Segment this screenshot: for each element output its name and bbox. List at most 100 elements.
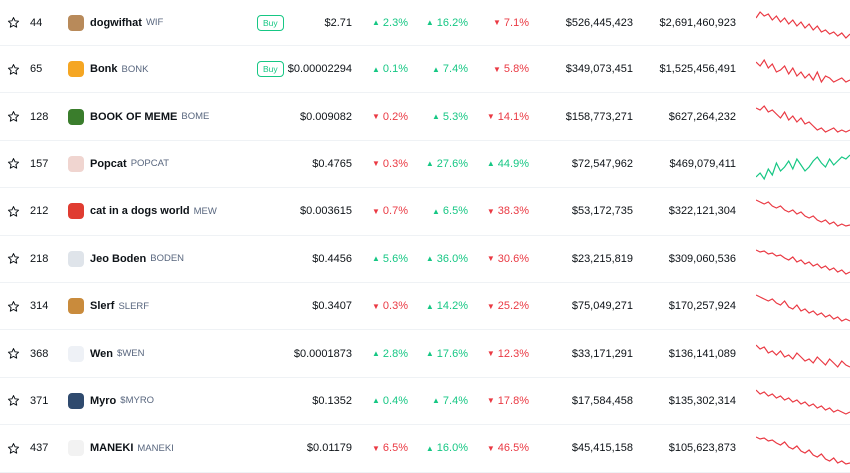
market-cap: $526,445,423 bbox=[565, 16, 633, 29]
table-row[interactable]: 218 Jeo Boden BODEN $0.4456 ▲ 5.6% ▲ 36.0%… bbox=[0, 236, 850, 283]
change-24h: ▲ 27.6% bbox=[425, 157, 468, 170]
sparkline-chart bbox=[756, 294, 850, 322]
table-row[interactable]: 314 Slerf SLERF $0.3407 ▼ 0.3% ▲ 14.2% ▼ 25… bbox=[0, 283, 850, 331]
volume-24h: $627,264,232 bbox=[668, 110, 736, 123]
watchlist-star-button[interactable] bbox=[5, 236, 21, 282]
sparkline-path bbox=[756, 344, 850, 368]
price: $0.003615 bbox=[300, 205, 352, 218]
change-7d: ▼ 12.3% bbox=[486, 347, 529, 360]
table-row[interactable]: 437 MANEKI MANEKI $0.01179 ▼ 6.5% ▲ 16.0% … bbox=[0, 425, 850, 473]
watchlist-star-button[interactable] bbox=[5, 93, 21, 139]
coin-link[interactable]: cat in a dogs world MEW bbox=[68, 188, 248, 234]
market-cap: $158,773,271 bbox=[565, 110, 633, 123]
sparkline-chart bbox=[756, 389, 850, 415]
coin-symbol: WIF bbox=[145, 17, 164, 28]
watchlist-star-button[interactable] bbox=[5, 188, 21, 234]
table-row[interactable]: 128 BOOK OF MEME BOME $0.009082 ▼ 0.2% ▲ 5… bbox=[0, 93, 850, 141]
change-24h: ▲ 7.4% bbox=[432, 394, 468, 407]
caret-up-icon: ▲ bbox=[372, 18, 380, 27]
coin-link[interactable]: BOOK OF MEME BOME bbox=[68, 93, 248, 139]
coin-symbol: $WEN bbox=[117, 348, 145, 360]
coin-symbol: POPCAT bbox=[130, 158, 170, 170]
sparkline-chart bbox=[756, 59, 850, 84]
price: $0.3407 bbox=[312, 300, 352, 313]
rank: 314 bbox=[30, 300, 49, 313]
change-1h: ▲ 2.3% bbox=[372, 16, 408, 29]
buy-button[interactable]: Buy bbox=[257, 14, 284, 31]
price: $0.0001873 bbox=[293, 347, 352, 360]
coin-link[interactable]: Myro $MYRO bbox=[68, 378, 248, 424]
volume-24h: $309,060,536 bbox=[668, 252, 736, 265]
coin-symbol: BONK bbox=[121, 63, 149, 75]
change-1h: ▼ 0.7% bbox=[372, 205, 408, 218]
caret-up-icon: ▲ bbox=[486, 159, 495, 169]
caret-up-icon: ▲ bbox=[425, 443, 434, 453]
rank: 128 bbox=[30, 110, 49, 123]
sparkline-chart bbox=[756, 436, 850, 465]
coin-link[interactable]: MANEKI MANEKI bbox=[68, 425, 248, 471]
watchlist-star-button[interactable] bbox=[5, 283, 21, 329]
sparkline-chart bbox=[756, 10, 850, 39]
sparkline-7d bbox=[756, 46, 850, 92]
price: $0.4765 bbox=[312, 157, 352, 170]
shiba-dog-icon bbox=[68, 61, 84, 78]
coin-name: Myro bbox=[90, 394, 117, 407]
watchlist-star-button[interactable] bbox=[5, 46, 21, 92]
market-cap: $33,171,291 bbox=[571, 347, 633, 360]
coin-link[interactable]: Popcat POPCAT bbox=[68, 141, 248, 187]
sparkline-7d bbox=[756, 188, 850, 234]
watchlist-star-button[interactable] bbox=[5, 0, 21, 45]
table-row[interactable]: 65 Bonk BONK Buy $0.00002294 ▲ 0.1% ▲ 7.4%… bbox=[0, 46, 850, 94]
coin-link[interactable]: Wen $WEN bbox=[68, 330, 248, 376]
change-24h: ▲ 6.5% bbox=[432, 205, 468, 218]
watchlist-star-button[interactable] bbox=[5, 425, 21, 471]
price: $0.4456 bbox=[312, 252, 352, 265]
change-24h: ▲ 14.2% bbox=[425, 300, 468, 313]
table-row[interactable]: 44 dogwifhat WIF Buy $2.71 ▲ 2.3% ▲ 16.2% … bbox=[0, 0, 850, 46]
caret-down-icon: ▼ bbox=[372, 112, 380, 122]
table-row[interactable]: 212 cat in a dogs world MEW $0.003615 ▼ 0… bbox=[0, 188, 850, 236]
star-icon bbox=[7, 17, 19, 28]
coin-link[interactable]: Slerf SLERF bbox=[68, 283, 248, 329]
sparkline-7d bbox=[756, 236, 850, 282]
caret-down-icon: ▼ bbox=[486, 112, 495, 122]
table-row[interactable]: 371 Myro $MYRO $0.1352 ▲ 0.4% ▲ 7.4% ▼ 17.8… bbox=[0, 378, 850, 426]
sparkline-chart bbox=[756, 154, 850, 181]
watchlist-star-button[interactable] bbox=[5, 141, 21, 187]
coin-link[interactable]: Jeo Boden BODEN bbox=[68, 236, 248, 282]
buy-button-cell: Buy bbox=[257, 46, 284, 92]
rank: 437 bbox=[30, 442, 49, 455]
watchlist-star-button[interactable] bbox=[5, 330, 21, 376]
market-cap: $23,215,819 bbox=[571, 252, 633, 265]
sparkline-7d bbox=[756, 425, 850, 471]
caret-up-icon: ▲ bbox=[372, 64, 380, 74]
caret-down-icon: ▼ bbox=[493, 18, 501, 27]
coin-name: dogwifhat bbox=[90, 16, 142, 29]
sparkline-chart bbox=[756, 249, 850, 275]
market-cap: $72,547,962 bbox=[571, 157, 633, 170]
cat-face-icon bbox=[68, 155, 84, 172]
table-row[interactable]: 368 Wen $WEN $0.0001873 ▲ 2.8% ▲ 17.6% ▼ 12… bbox=[0, 330, 850, 378]
coin-symbol: BOME bbox=[181, 111, 210, 123]
caret-down-icon: ▼ bbox=[486, 349, 495, 359]
coin-link[interactable]: dogwifhat WIF bbox=[68, 0, 248, 45]
sparkline-path bbox=[756, 59, 850, 84]
coin-link[interactable]: Bonk BONK bbox=[68, 46, 248, 92]
caret-up-icon: ▲ bbox=[372, 396, 380, 406]
table-row[interactable]: 157 Popcat POPCAT $0.4765 ▼ 0.3% ▲ 27.6% ▲… bbox=[0, 141, 850, 189]
dog-hat-icon bbox=[68, 14, 84, 31]
watchlist-star-button[interactable] bbox=[5, 378, 21, 424]
change-7d: ▲ 44.9% bbox=[486, 157, 529, 170]
buy-button[interactable]: Buy bbox=[257, 61, 284, 78]
price: $0.009082 bbox=[300, 110, 352, 123]
coin-name: Slerf bbox=[90, 300, 115, 313]
sparkline-path bbox=[756, 294, 850, 322]
volume-24h: $135,302,314 bbox=[668, 394, 736, 407]
rank: 65 bbox=[30, 63, 43, 76]
sparkline-path bbox=[756, 104, 850, 133]
rank: 371 bbox=[30, 394, 49, 407]
star-icon bbox=[7, 63, 19, 75]
market-cap: $17,584,458 bbox=[571, 394, 633, 407]
sparkline-chart bbox=[756, 344, 850, 368]
change-24h: ▲ 16.2% bbox=[425, 16, 468, 29]
